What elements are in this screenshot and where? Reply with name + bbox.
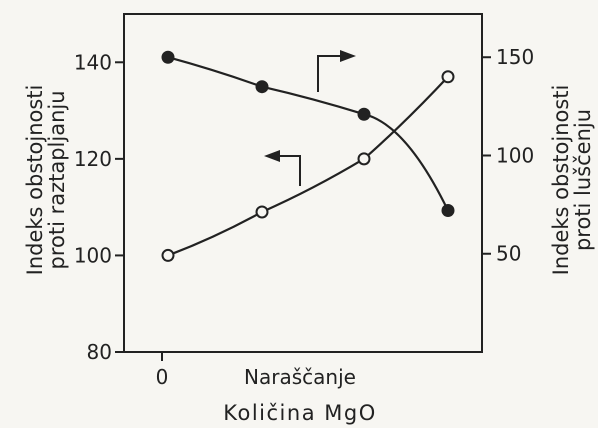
right-tick-label: 50 <box>496 242 521 266</box>
filled-data-point <box>161 50 175 64</box>
open-data-point <box>357 152 371 166</box>
left-axis-label-line1: Indeks obstojnosti <box>23 85 47 276</box>
open-data-point <box>441 70 455 84</box>
right-axis-pointer-arrowhead <box>340 50 356 62</box>
left-tick-label: 100 <box>74 243 112 267</box>
left-tick-label: 140 <box>74 50 112 74</box>
open-data-point <box>161 248 175 262</box>
series-layer <box>161 50 455 262</box>
left-tick-label: 120 <box>74 147 112 171</box>
left-tick-label: 80 <box>87 340 112 364</box>
left-axis-series-line <box>167 76 449 257</box>
x-tick-label-increase: Naraščanje <box>244 365 356 389</box>
filled-data-point <box>441 204 455 218</box>
filled-data-point <box>255 80 269 94</box>
right-axis-series-line <box>167 56 449 211</box>
right-tick-label: 150 <box>496 45 534 69</box>
left-axis-label-line2: proti raztapljanju <box>45 90 69 269</box>
left-axis-pointer-arrowhead <box>264 150 280 162</box>
left-axis-ticks: 80 100 120 140 <box>74 50 124 364</box>
plot-frame <box>123 13 483 353</box>
open-data-point <box>255 205 269 219</box>
right-tick-label: 100 <box>496 143 534 167</box>
right-axis-pointer-arrow <box>317 55 346 92</box>
left-axis-pointer-arrow <box>274 155 301 186</box>
x-axis-label: Količina MgO <box>223 401 376 425</box>
filled-data-point <box>357 107 371 121</box>
right-axis-label-line2: proti luščenju <box>571 109 595 251</box>
x-tick-label-zero: 0 <box>156 365 169 389</box>
right-axis-ticks: 50 100 150 <box>482 45 534 266</box>
right-axis-label-line1: Indeks obstojnosti <box>549 85 573 276</box>
